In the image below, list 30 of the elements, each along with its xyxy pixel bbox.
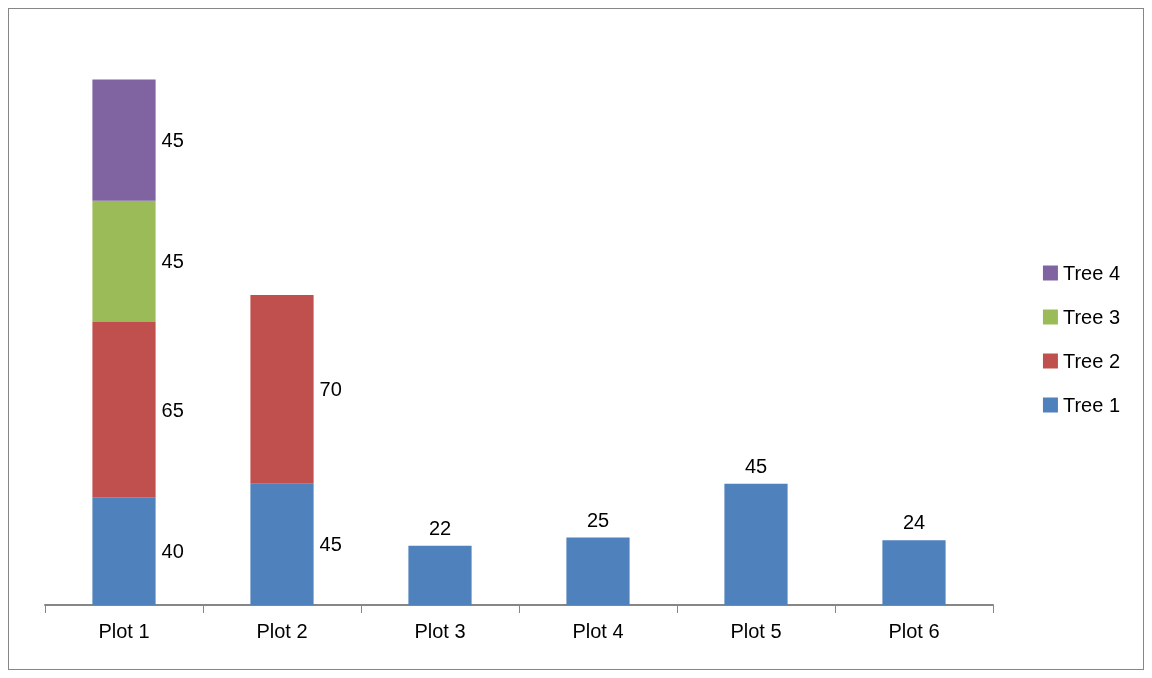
bar	[92, 79, 156, 201]
bar	[92, 200, 156, 322]
bar	[408, 545, 472, 605]
data-label: 45	[319, 533, 342, 556]
x-tick-label: Plot 2	[256, 620, 308, 642]
x-tick-label: Plot 6	[888, 620, 940, 642]
data-label: 45	[161, 250, 184, 273]
x-tick-label: Plot 3	[414, 620, 466, 642]
legend-label: Tree 3	[1062, 306, 1120, 328]
legend-label: Tree 1	[1062, 394, 1120, 416]
bar	[92, 322, 156, 498]
data-label: 65	[161, 398, 184, 421]
bar	[92, 497, 156, 605]
bar	[566, 537, 630, 605]
legend-label: Tree 2	[1062, 350, 1120, 372]
data-label: 45	[744, 454, 768, 477]
bar	[250, 295, 314, 484]
x-tick-label: Plot 4	[572, 620, 624, 642]
data-label: 45	[161, 129, 184, 152]
x-tick-label: Plot 5	[730, 620, 782, 642]
data-label: 24	[902, 511, 926, 534]
data-label: 25	[586, 508, 610, 531]
legend-label: Tree 4	[1062, 262, 1120, 284]
bar	[882, 540, 946, 605]
x-tick-label: Plot 1	[98, 620, 150, 642]
bar	[724, 483, 788, 605]
data-label: 40	[161, 540, 184, 563]
data-label: 70	[319, 378, 342, 401]
data-label: 22	[428, 516, 452, 539]
bar	[250, 483, 314, 605]
